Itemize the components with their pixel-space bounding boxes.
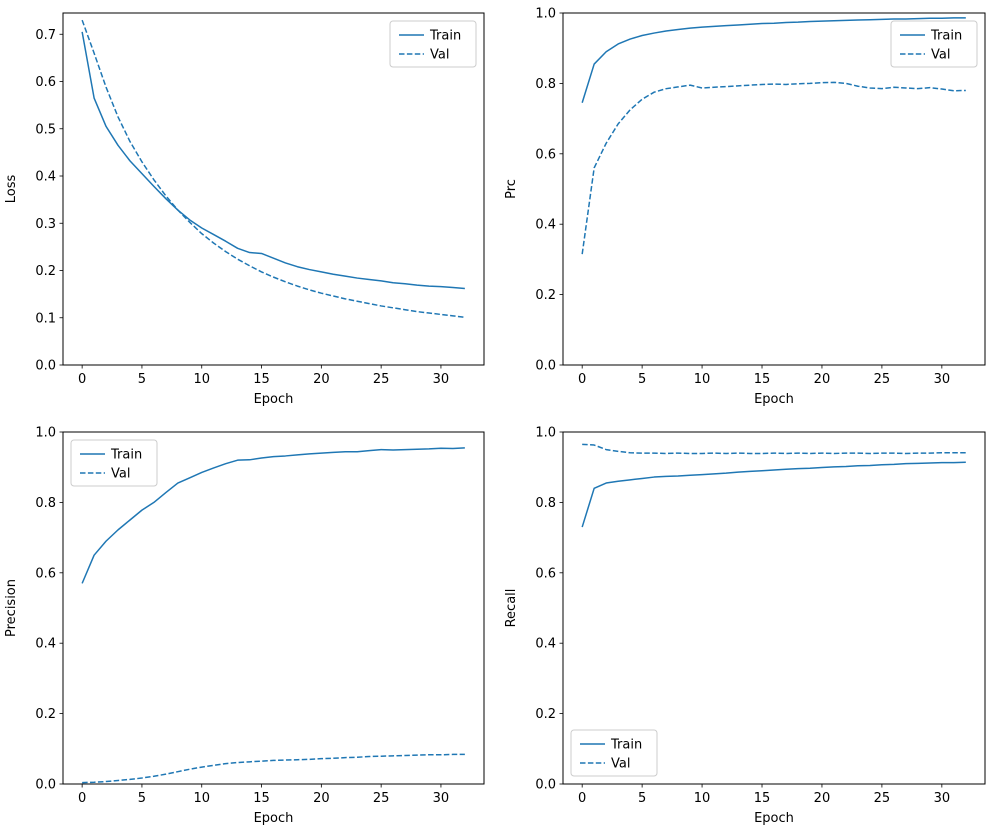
- svg-text:5: 5: [138, 791, 146, 806]
- svg-text:0.4: 0.4: [35, 637, 56, 652]
- svg-text:Loss: Loss: [4, 175, 19, 204]
- svg-text:0: 0: [78, 791, 86, 806]
- svg-text:15: 15: [754, 372, 771, 387]
- svg-text:0.2: 0.2: [35, 264, 56, 279]
- svg-text:5: 5: [638, 372, 646, 387]
- prc-chart: 0 5 10 15 20 25 30 0.0 0.2 0.4 0.6 0.8 1.0 Epoch Prc Tr…: [504, 7, 986, 407]
- svg-text:0.4: 0.4: [535, 637, 556, 652]
- svg-text:20: 20: [313, 372, 330, 387]
- svg-text:Epoch: Epoch: [754, 392, 794, 407]
- svg-text:10: 10: [694, 372, 711, 387]
- svg-text:0.3: 0.3: [35, 217, 56, 232]
- svg-text:0.0: 0.0: [535, 778, 556, 793]
- svg-text:Val: Val: [611, 757, 630, 772]
- svg-text:Epoch: Epoch: [254, 392, 294, 407]
- svg-text:0.6: 0.6: [535, 566, 556, 581]
- svg-text:25: 25: [373, 791, 390, 806]
- svg-text:5: 5: [138, 372, 146, 387]
- svg-text:20: 20: [814, 372, 831, 387]
- svg-text:30: 30: [433, 372, 450, 387]
- svg-text:Precision: Precision: [4, 579, 19, 637]
- svg-text:0.0: 0.0: [35, 359, 56, 374]
- svg-text:30: 30: [934, 791, 951, 806]
- svg-text:0.5: 0.5: [35, 122, 56, 137]
- svg-text:0.2: 0.2: [535, 707, 556, 722]
- svg-text:10: 10: [193, 372, 210, 387]
- svg-text:5: 5: [638, 791, 646, 806]
- svg-text:0.8: 0.8: [35, 496, 56, 511]
- svg-text:0.8: 0.8: [535, 77, 556, 92]
- svg-text:Epoch: Epoch: [254, 811, 294, 826]
- svg-text:0.0: 0.0: [535, 359, 556, 374]
- recall-chart: 0 5 10 15 20 25 30 0.0 0.2 0.4 0.6 0.8 1.0 Epoch Recal…: [504, 426, 986, 826]
- precision-chart: 0 5 10 15 20 25 30 0.0 0.2 0.4 0.6 0.8 1.0 Epoch Preci…: [4, 426, 485, 826]
- svg-text:Epoch: Epoch: [754, 811, 794, 826]
- svg-text:15: 15: [253, 372, 270, 387]
- svg-text:25: 25: [373, 372, 390, 387]
- svg-text:0.7: 0.7: [35, 28, 56, 43]
- svg-text:0.8: 0.8: [535, 496, 556, 511]
- svg-text:0.0: 0.0: [35, 778, 56, 793]
- svg-text:Train: Train: [930, 29, 962, 44]
- svg-text:Val: Val: [931, 48, 950, 63]
- svg-text:0: 0: [78, 372, 86, 387]
- svg-text:0.6: 0.6: [35, 75, 56, 90]
- svg-text:0.1: 0.1: [35, 311, 56, 326]
- svg-text:30: 30: [934, 372, 951, 387]
- svg-text:Train: Train: [610, 738, 642, 753]
- svg-text:0: 0: [578, 372, 586, 387]
- svg-text:10: 10: [694, 791, 711, 806]
- svg-text:Val: Val: [111, 467, 130, 482]
- svg-text:0.2: 0.2: [35, 707, 56, 722]
- svg-text:1.0: 1.0: [535, 426, 556, 441]
- svg-text:0.6: 0.6: [535, 147, 556, 162]
- svg-text:0.6: 0.6: [35, 566, 56, 581]
- svg-text:0.2: 0.2: [535, 288, 556, 303]
- svg-text:Prc: Prc: [504, 179, 519, 199]
- svg-text:Train: Train: [110, 448, 142, 463]
- svg-text:15: 15: [754, 791, 771, 806]
- svg-text:25: 25: [874, 791, 891, 806]
- svg-text:Train: Train: [429, 29, 461, 44]
- svg-text:20: 20: [814, 791, 831, 806]
- svg-text:10: 10: [193, 791, 210, 806]
- svg-text:30: 30: [433, 791, 450, 806]
- svg-text:20: 20: [313, 791, 330, 806]
- svg-text:0.4: 0.4: [535, 218, 556, 233]
- svg-text:25: 25: [874, 372, 891, 387]
- svg-text:15: 15: [253, 791, 270, 806]
- loss-chart: 0 5 10 15 20 25 30 0.0 0.1 0.2 0.3 0.4 0.5 0.6 0.7 Epoc…: [4, 12, 485, 407]
- svg-text:1.0: 1.0: [35, 426, 56, 441]
- svg-text:1.0: 1.0: [535, 7, 556, 22]
- svg-text:Val: Val: [430, 48, 449, 63]
- svg-text:Recall: Recall: [504, 589, 519, 628]
- svg-text:0: 0: [578, 791, 586, 806]
- svg-text:0.4: 0.4: [35, 170, 56, 185]
